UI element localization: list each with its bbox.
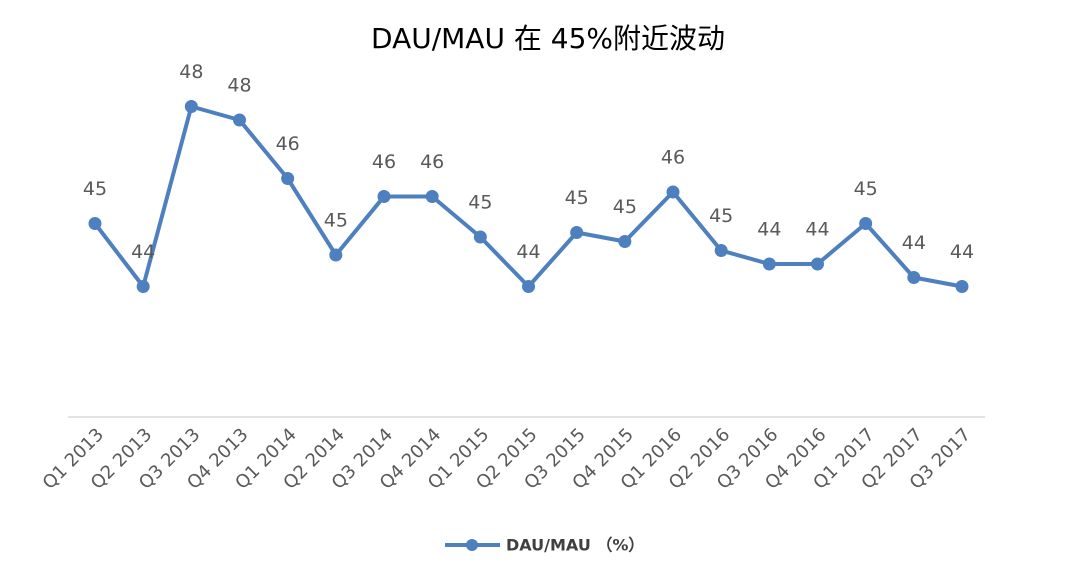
point <box>570 226 584 239</box>
point <box>136 280 150 293</box>
point <box>88 217 102 230</box>
point <box>618 235 632 248</box>
data-label: 44 <box>131 241 155 263</box>
point <box>377 190 391 203</box>
point <box>522 280 535 293</box>
data-label: 45 <box>83 178 107 200</box>
data-label: 44 <box>805 219 829 241</box>
point <box>907 271 921 284</box>
data-label: 48 <box>227 75 251 97</box>
point <box>859 217 873 230</box>
data-label: 45 <box>468 192 492 214</box>
point <box>425 190 439 203</box>
data-label: 44 <box>950 241 974 263</box>
data-label: 45 <box>324 210 348 232</box>
data-label: 46 <box>661 147 685 169</box>
point <box>184 100 198 113</box>
point <box>714 244 728 257</box>
data-label: 48 <box>179 61 203 83</box>
point <box>811 257 824 271</box>
data-label: 46 <box>276 133 300 155</box>
point <box>762 257 776 271</box>
point <box>666 185 680 199</box>
data-label: 44 <box>902 232 926 254</box>
data-label: 44 <box>516 241 540 263</box>
data-label: 45 <box>854 178 878 200</box>
data-label: 45 <box>709 205 733 227</box>
data-label: 44 <box>757 219 781 241</box>
point <box>281 172 295 185</box>
data-label: 45 <box>613 196 637 218</box>
legend-marker <box>466 539 478 551</box>
data-label: 46 <box>420 151 444 173</box>
point <box>233 113 246 127</box>
data-label: 45 <box>565 187 589 209</box>
chart-title: DAU/MAU 在 45%附近波动 <box>371 22 725 55</box>
point <box>955 280 969 293</box>
legend-label: DAU/MAU （%） <box>506 536 644 555</box>
data-label: 46 <box>372 151 396 173</box>
point <box>329 248 343 262</box>
point <box>473 230 487 244</box>
